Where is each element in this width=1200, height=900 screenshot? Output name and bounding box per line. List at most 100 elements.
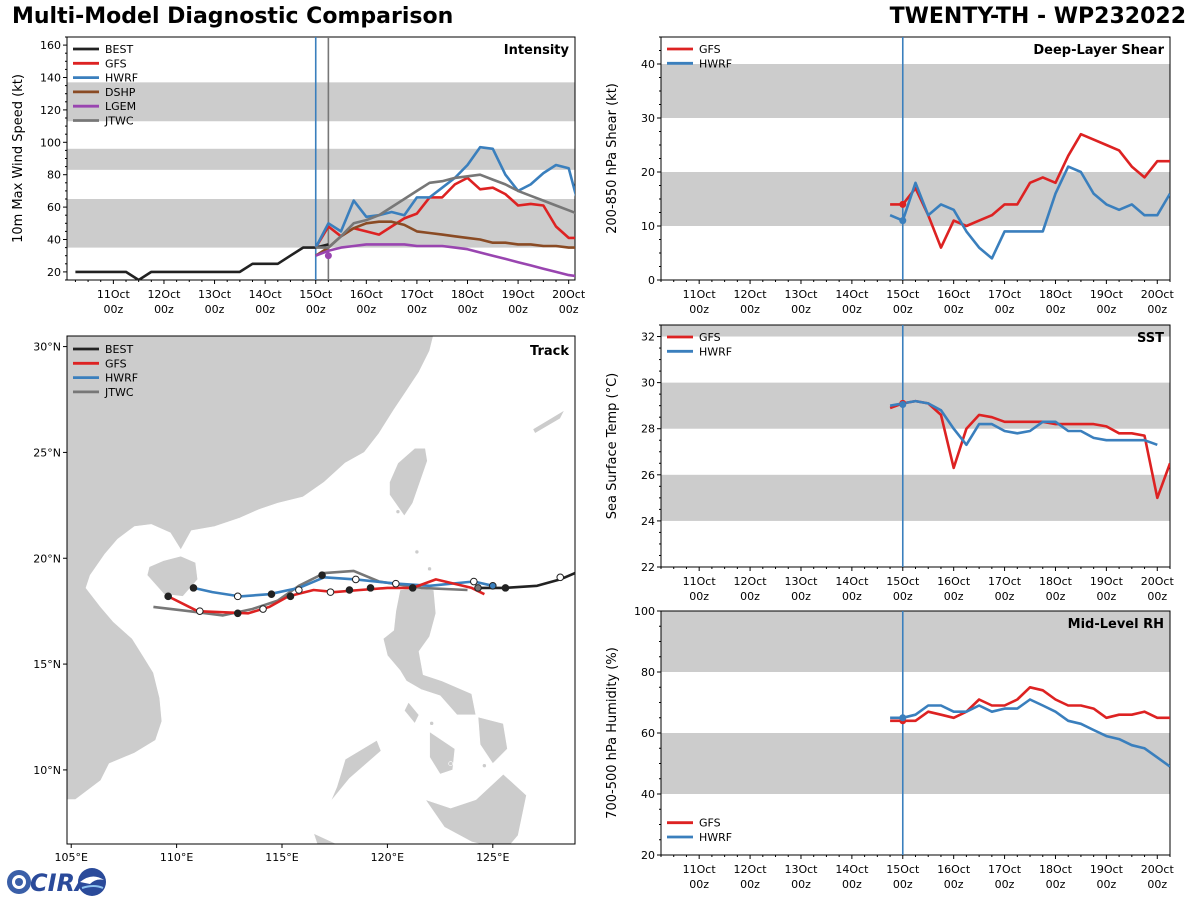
x-tick-label-day: 18Oct bbox=[1039, 575, 1073, 588]
mainland-asia bbox=[67, 336, 434, 800]
initial-marker-hwrf bbox=[899, 217, 907, 225]
x-tick-label-day: 17Oct bbox=[400, 288, 434, 301]
track-position-marker bbox=[470, 577, 478, 586]
x-tick-label-hour: 00z bbox=[740, 590, 760, 603]
track-position-marker bbox=[233, 609, 242, 618]
x-tick-label-hour: 00z bbox=[306, 303, 326, 316]
x-tick-label-hour: 00z bbox=[842, 303, 862, 316]
shear-chart: 0 10 20 30 40 200-850 hPa Shear (kt) 11Oct 00z 1… bbox=[605, 36, 1175, 316]
x-tick-label-hour: 00z bbox=[154, 303, 174, 316]
x-tick-label-hour: 00z bbox=[1046, 590, 1066, 603]
series-line-gfs bbox=[314, 176, 575, 249]
lon-tick-label: 125°E bbox=[476, 851, 509, 864]
y-tick-label: 32 bbox=[641, 331, 655, 344]
x-tick-label-day: 17Oct bbox=[988, 288, 1022, 301]
x-tick-label-hour: 00z bbox=[740, 303, 760, 316]
track-position-marker bbox=[501, 584, 510, 592]
legend-label-hwrf: HWRF bbox=[699, 57, 732, 70]
legend-label-jtwc: JTWC bbox=[104, 386, 134, 399]
x-tick-label-day: 18Oct bbox=[1039, 863, 1073, 876]
lat-tick-label: 30°N bbox=[33, 341, 61, 354]
y-tick-label: 22 bbox=[641, 561, 655, 574]
x-tick-label-day: 20Oct bbox=[1141, 288, 1175, 301]
x-tick-label-hour: 00z bbox=[842, 590, 862, 603]
legend-label-gfs: GFS bbox=[105, 57, 127, 70]
tracks-group bbox=[153, 569, 575, 618]
x-tick-label-day: 11Oct bbox=[97, 288, 131, 301]
series-line-jtwc bbox=[315, 173, 575, 249]
shade-band bbox=[661, 474, 1170, 521]
x-tick-label-day: 13Oct bbox=[784, 288, 818, 301]
x-tick-label-day: 15Oct bbox=[299, 288, 333, 301]
legend-label-hwrf: HWRF bbox=[105, 72, 138, 85]
x-tick-label-hour: 00z bbox=[893, 303, 913, 316]
x-tick-label-hour: 00z bbox=[689, 590, 709, 603]
x-tick-label-day: 16Oct bbox=[937, 575, 971, 588]
x-tick-label-hour: 00z bbox=[458, 303, 478, 316]
initial-marker-hwrf bbox=[899, 714, 907, 722]
x-tick-label-hour: 00z bbox=[689, 878, 709, 891]
sst-chart: 22 24 26 28 30 32 Sea Surface Temp (°C) 11Oct 00… bbox=[605, 324, 1174, 603]
lon-tick-label: 105°E bbox=[54, 851, 87, 864]
borneo-tip bbox=[313, 832, 338, 844]
initial-marker-hwrf bbox=[899, 401, 907, 409]
x-tick-label-day: 15Oct bbox=[886, 288, 920, 301]
x-tick-label-hour: 00z bbox=[740, 878, 760, 891]
series-line-hwrf bbox=[889, 165, 1170, 260]
rh-chart: 20 40 60 80 100 700-500 hPa Humidity (%) 11Oct… bbox=[605, 605, 1175, 891]
x-tick-label-hour: 00z bbox=[689, 303, 709, 316]
y-axis-label: 700-500 hPa Humidity (%) bbox=[605, 647, 620, 819]
y-tick-label: 80 bbox=[641, 666, 655, 679]
legend-label-lgem: LGEM bbox=[105, 100, 136, 113]
shade-band bbox=[661, 733, 1170, 794]
shade-band bbox=[661, 611, 1170, 672]
y-tick-label: 140 bbox=[40, 72, 61, 85]
x-tick-label-day: 13Oct bbox=[784, 863, 818, 876]
x-tick-label-day: 19Oct bbox=[502, 288, 536, 301]
lat-tick-label: 25°N bbox=[33, 446, 61, 459]
y-tick-label: 60 bbox=[47, 201, 61, 214]
track-position-marker bbox=[345, 586, 354, 594]
lon-tick-label: 110°E bbox=[160, 851, 193, 864]
initial-marker-gfs bbox=[899, 200, 907, 208]
series-group bbox=[889, 399, 1170, 500]
x-tick-label-hour: 00z bbox=[1147, 303, 1167, 316]
series-line-hwrf bbox=[890, 698, 1170, 768]
x-tick-label-hour: 00z bbox=[407, 303, 427, 316]
y-tick-label: 80 bbox=[47, 169, 61, 182]
y-tick-label: 20 bbox=[641, 166, 655, 179]
legend-label-hwrf: HWRF bbox=[699, 831, 732, 844]
x-tick-label-hour: 00z bbox=[842, 878, 862, 891]
series-line-gfs bbox=[890, 132, 1170, 249]
panel-title: Deep-Layer Shear bbox=[1033, 43, 1164, 58]
track-position-marker bbox=[233, 592, 242, 601]
x-tick-label-hour: 00z bbox=[1096, 590, 1116, 603]
series-line-lgem bbox=[315, 243, 575, 278]
x-tick-label-hour: 00z bbox=[1096, 878, 1116, 891]
x-tick-label-day: 20Oct bbox=[552, 288, 586, 301]
x-tick-label-day: 11Oct bbox=[683, 575, 717, 588]
legend-label-best: BEST bbox=[105, 43, 133, 56]
x-tick-label-hour: 00z bbox=[1147, 878, 1167, 891]
small-island bbox=[427, 566, 432, 572]
x-tick-label-hour: 00z bbox=[995, 590, 1015, 603]
y-tick-label: 24 bbox=[641, 515, 655, 528]
track-position-marker bbox=[408, 584, 417, 592]
x-tick-label-day: 20Oct bbox=[1141, 863, 1175, 876]
shade-band bbox=[661, 382, 1170, 429]
series-line-best bbox=[75, 243, 329, 280]
x-tick-label-day: 12Oct bbox=[734, 863, 768, 876]
legend-label-jtwc: JTWC bbox=[104, 115, 134, 128]
lon-tick-label: 120°E bbox=[371, 851, 404, 864]
mindoro-island bbox=[403, 701, 420, 724]
panay-negros bbox=[429, 731, 456, 775]
landmass-group bbox=[67, 336, 566, 844]
legend-label-hwrf: HWRF bbox=[105, 372, 138, 385]
y-tick-label: 28 bbox=[641, 423, 655, 436]
x-tick-label-day: 13Oct bbox=[784, 575, 818, 588]
small-island bbox=[429, 721, 434, 726]
track-position-marker bbox=[164, 592, 172, 601]
track-position-marker bbox=[259, 605, 267, 613]
x-tick-label-hour: 00z bbox=[255, 303, 275, 316]
series-group bbox=[889, 132, 1170, 260]
